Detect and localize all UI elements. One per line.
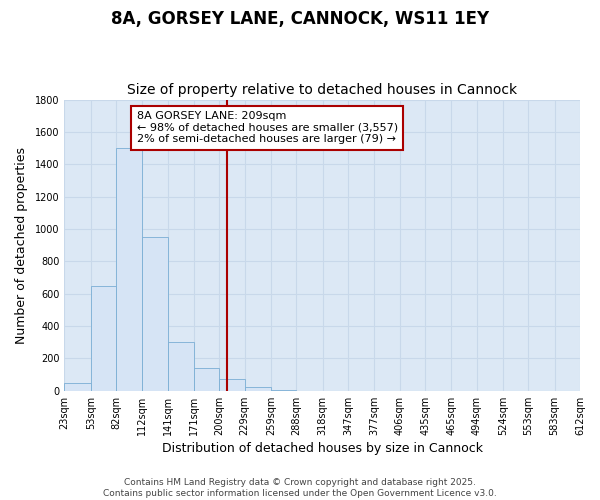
Bar: [220, 380, 245, 391]
Text: 8A GORSEY LANE: 209sqm
← 98% of detached houses are smaller (3,557)
2% of semi-d: 8A GORSEY LANE: 209sqm ← 98% of detached…: [137, 111, 398, 144]
Bar: [91, 286, 116, 391]
Bar: [64, 382, 91, 391]
X-axis label: Distribution of detached houses by size in Cannock: Distribution of detached houses by size …: [162, 442, 483, 455]
Bar: [271, 390, 296, 391]
Bar: [194, 368, 220, 391]
Bar: [142, 237, 168, 391]
Bar: [168, 342, 194, 391]
Bar: [116, 148, 142, 391]
Text: Contains HM Land Registry data © Crown copyright and database right 2025.
Contai: Contains HM Land Registry data © Crown c…: [103, 478, 497, 498]
Title: Size of property relative to detached houses in Cannock: Size of property relative to detached ho…: [127, 83, 517, 97]
Bar: [245, 387, 271, 391]
Y-axis label: Number of detached properties: Number of detached properties: [15, 146, 28, 344]
Text: 8A, GORSEY LANE, CANNOCK, WS11 1EY: 8A, GORSEY LANE, CANNOCK, WS11 1EY: [111, 10, 489, 28]
